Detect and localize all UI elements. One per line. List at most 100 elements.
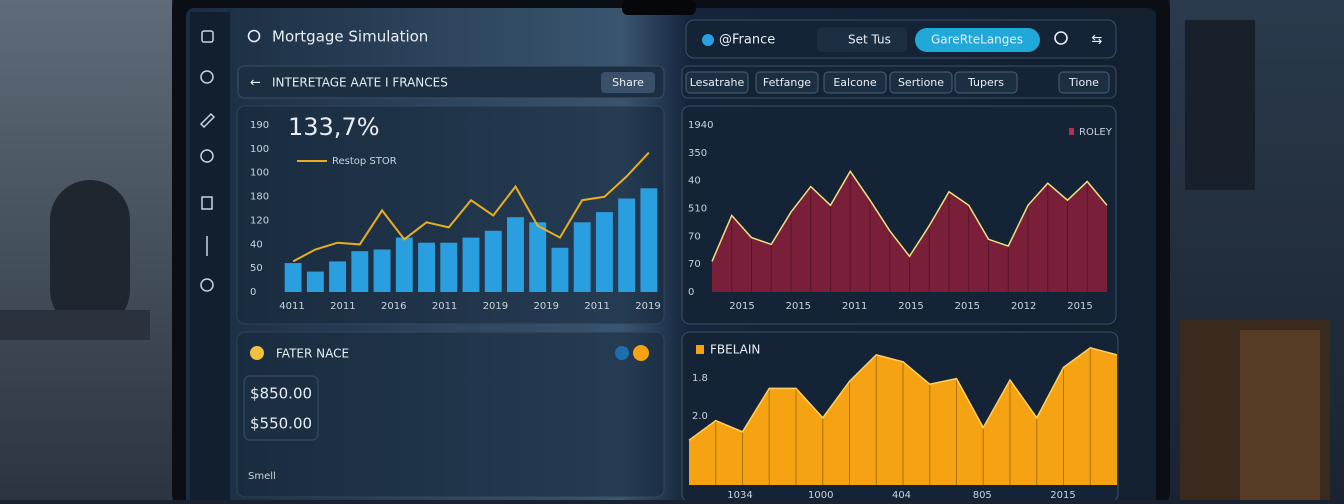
icon-settings[interactable] xyxy=(200,278,214,292)
x-tick-label: 404 xyxy=(892,490,911,500)
primary-button-label[interactable]: GareRteLanges xyxy=(931,33,1023,47)
bar xyxy=(284,263,302,292)
x-tick-label: 2019 xyxy=(635,301,660,312)
tab-label[interactable]: Fetfange xyxy=(763,76,811,89)
tab-label[interactable]: Lesatrahe xyxy=(690,76,745,89)
sidebar xyxy=(190,12,230,500)
sidebar-icons xyxy=(199,30,216,292)
y-tick-label: 50 xyxy=(250,263,263,274)
legend-label: FBELAIN xyxy=(710,343,760,357)
tab[interactable] xyxy=(755,71,819,94)
share-button[interactable] xyxy=(601,72,655,93)
panel-title: FATER NACE xyxy=(276,347,349,361)
icon-doc[interactable] xyxy=(201,196,213,210)
panel-icon xyxy=(250,346,264,360)
bar xyxy=(640,188,658,292)
bar xyxy=(618,198,636,292)
icon-chat[interactable] xyxy=(200,149,214,163)
bar xyxy=(351,251,369,292)
search-icon[interactable] xyxy=(1054,31,1068,45)
area-outline xyxy=(711,169,1108,262)
tab[interactable] xyxy=(685,71,749,94)
y-tick-label: 0 xyxy=(250,287,256,298)
tab-label[interactable]: Ealcone xyxy=(833,76,876,89)
rate-panel xyxy=(236,331,665,498)
bar xyxy=(395,237,413,292)
x-tick-label: 1000 xyxy=(808,490,833,500)
x-tick-label: 2019 xyxy=(483,301,508,312)
x-tick-label: 2015 xyxy=(955,301,980,312)
x-tick-label: 2011 xyxy=(330,301,355,312)
x-tick-label: 2015 xyxy=(1067,301,1092,312)
panel-footer: Smell xyxy=(248,471,276,482)
x-tick-label: 2019 xyxy=(534,301,559,312)
x-tick-label: 2016 xyxy=(381,301,406,312)
y-tick-label: 100 xyxy=(250,168,269,179)
tab-label[interactable]: Tupers xyxy=(967,76,1004,89)
legend-label: ROLEY xyxy=(1079,127,1113,138)
headline: 133,7% xyxy=(288,113,380,141)
y-tick-label: 70 xyxy=(688,259,701,270)
bar xyxy=(373,249,391,292)
y-tick-label: 40 xyxy=(250,239,263,250)
trend-line xyxy=(292,151,650,263)
x-tick-label: 4011 xyxy=(279,301,304,312)
y-tick-label: 100 xyxy=(250,144,269,155)
legend-label: Restop STOR xyxy=(332,156,397,167)
back-arrow[interactable]: ← xyxy=(250,76,261,91)
tab[interactable] xyxy=(889,71,953,94)
bar xyxy=(595,212,613,292)
amount: $850.00 xyxy=(250,385,312,403)
y-tick-label: 120 xyxy=(250,215,269,226)
bar xyxy=(573,222,591,292)
tab-label[interactable]: Tione xyxy=(1068,76,1099,89)
icon-home[interactable] xyxy=(201,30,214,43)
area xyxy=(712,171,1107,292)
window xyxy=(50,180,130,330)
tab[interactable] xyxy=(823,71,887,94)
tab[interactable] xyxy=(1058,71,1110,94)
balcony xyxy=(0,310,150,340)
header-title: INTERETAGE AATE I FRANCES xyxy=(272,76,448,90)
amount: $550.00 xyxy=(250,415,312,433)
share-label[interactable]: Share xyxy=(612,76,644,89)
notch xyxy=(622,0,696,15)
icon-link[interactable] xyxy=(199,112,216,129)
y-tick-label: 40 xyxy=(688,176,701,187)
y-tick-label: 0 xyxy=(688,287,694,298)
bar xyxy=(462,237,480,292)
tab[interactable] xyxy=(954,71,1018,94)
y-tick-label: 70 xyxy=(688,231,701,242)
x-tick-label: 2011 xyxy=(842,301,867,312)
toggle-right[interactable] xyxy=(633,345,649,361)
menu-icon[interactable]: ⇆ xyxy=(1092,33,1103,48)
window xyxy=(1185,20,1255,190)
x-tick-label: 805 xyxy=(973,490,992,500)
bar xyxy=(306,271,324,292)
tab-label[interactable]: Sertione xyxy=(898,76,944,89)
settings-label[interactable]: Set Tus xyxy=(848,33,891,47)
search-icon[interactable] xyxy=(247,29,261,43)
shop-light xyxy=(1240,330,1320,500)
y-tick-label: 1940 xyxy=(688,120,713,131)
bar xyxy=(551,247,569,292)
y-tick-label: 190 xyxy=(250,120,269,131)
x-tick-label: 2011 xyxy=(432,301,457,312)
icon-clock[interactable] xyxy=(200,70,214,84)
toggle-left[interactable] xyxy=(615,346,629,360)
location-dot xyxy=(702,34,714,46)
y-tick-label: 510 xyxy=(688,204,707,215)
x-tick-label: 2015 xyxy=(1050,490,1075,500)
primary-button[interactable] xyxy=(915,28,1040,52)
settings-button[interactable] xyxy=(817,27,907,52)
bar xyxy=(484,230,502,292)
y-tick-label: 350 xyxy=(688,148,707,159)
bar xyxy=(329,261,347,292)
x-tick-label: 1034 xyxy=(727,490,752,500)
x-tick-label: 2015 xyxy=(898,301,923,312)
y-tick-label: 2.0 xyxy=(692,411,708,422)
location[interactable]: @France xyxy=(719,33,775,48)
bar xyxy=(529,222,547,292)
legend-swatch xyxy=(1069,128,1074,135)
